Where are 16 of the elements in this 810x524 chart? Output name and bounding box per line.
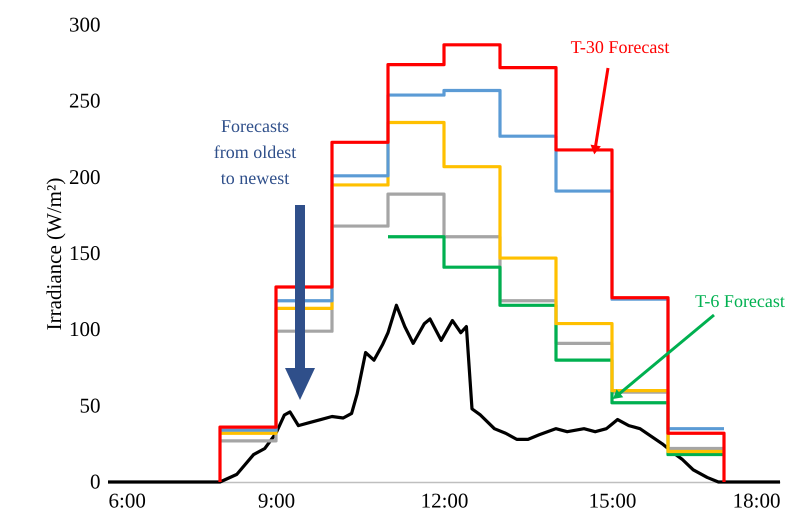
y-tick-label: 250 [69, 88, 100, 113]
x-tick-label: 18:00 [732, 488, 780, 512]
y-tick-label: 300 [69, 12, 100, 36]
annotation: Forecasts from oldest to newest [214, 116, 296, 188]
annotation: T-6 Forecast [695, 291, 785, 311]
y-tick-label: 100 [69, 317, 100, 342]
y-tick-label: 50 [80, 393, 100, 418]
x-tick-label: 6:00 [108, 488, 146, 512]
y-axis-title: Irradiance (W/m²) [42, 178, 66, 330]
x-tick-label: 12:00 [420, 488, 468, 512]
y-tick-label: 150 [69, 241, 100, 265]
x-tick-label: 9:00 [258, 488, 296, 512]
y-tick-label: 0 [90, 470, 100, 494]
annotation: T-30 Forecast [570, 37, 670, 57]
x-tick-label: 15:00 [588, 488, 636, 512]
y-tick-label: 200 [69, 164, 100, 189]
